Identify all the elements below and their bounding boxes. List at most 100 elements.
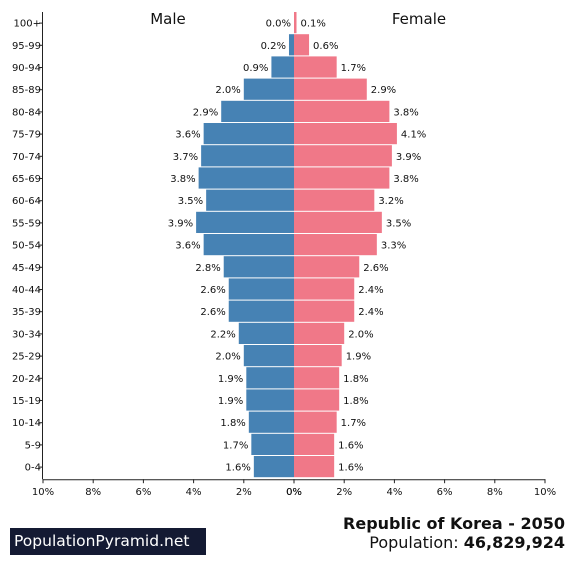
female-value-label: 3.5% — [386, 218, 411, 229]
male-bar — [271, 56, 294, 78]
female-bar — [294, 12, 297, 34]
age-group-label: 35-39 — [12, 307, 41, 318]
age-group-label: 5-9 — [25, 440, 41, 451]
age-group-label: 30-34 — [12, 329, 41, 340]
male-value-label: 1.8% — [220, 418, 245, 429]
x-tick-label-male: 4% — [186, 487, 202, 498]
male-value-label: 3.5% — [178, 196, 203, 207]
female-value-label: 1.8% — [343, 374, 368, 385]
age-group-label: 50-54 — [12, 241, 41, 252]
female-value-label: 1.8% — [343, 396, 368, 407]
female-value-label: 2.9% — [371, 85, 396, 96]
male-bar — [248, 411, 294, 433]
female-bar — [294, 389, 340, 411]
male-value-label: 0.2% — [261, 41, 286, 52]
female-value-label: 1.7% — [341, 418, 366, 429]
age-group-label: 60-64 — [12, 196, 41, 207]
age-group-label: 95-99 — [12, 41, 41, 52]
female-bar — [294, 278, 355, 300]
male-bar — [288, 34, 294, 56]
male-value-label: 2.6% — [200, 307, 225, 318]
age-group-label: 90-94 — [12, 63, 41, 74]
age-group-label: 15-19 — [12, 396, 41, 407]
male-bar — [198, 167, 294, 189]
male-value-label: 2.0% — [215, 85, 240, 96]
female-bar — [294, 345, 342, 367]
female-bar — [294, 367, 340, 389]
male-value-label: 3.6% — [175, 241, 200, 252]
male-value-label: 2.8% — [195, 263, 220, 274]
x-tick-label-male: 0% — [286, 487, 302, 498]
female-value-label: 0.6% — [313, 41, 338, 52]
female-value-label: 0.1% — [301, 19, 326, 30]
female-bar — [294, 234, 377, 256]
male-value-label: 1.7% — [223, 440, 248, 451]
female-value-label: 2.4% — [358, 307, 383, 318]
age-group-label: 25-29 — [12, 352, 41, 363]
female-bar — [294, 300, 355, 322]
female-value-label: 1.6% — [338, 463, 363, 474]
brand-name: PopulationPyramid.net — [14, 532, 190, 550]
age-group-label: 20-24 — [12, 374, 41, 385]
male-value-label: 3.6% — [175, 130, 200, 141]
age-group-label: 0-4 — [25, 463, 41, 474]
male-side-title: Male — [150, 10, 186, 28]
male-bar — [196, 211, 294, 233]
population-label: Population: — [369, 533, 459, 552]
female-value-label: 2.4% — [358, 285, 383, 296]
male-bar — [228, 300, 294, 322]
age-group-label: 80-84 — [12, 107, 41, 118]
male-value-label: 0.9% — [243, 63, 268, 74]
male-value-label: 2.0% — [215, 352, 240, 363]
female-value-label: 1.9% — [346, 352, 371, 363]
x-tick-label-male: 2% — [236, 487, 252, 498]
male-bar — [201, 145, 294, 167]
chart-title: Republic of Korea - 2050 — [343, 514, 565, 533]
female-value-label: 3.8% — [393, 107, 418, 118]
male-bar — [223, 256, 294, 278]
male-bar — [253, 456, 294, 478]
population-value: 46,829,924 — [463, 533, 565, 552]
x-tick-label-female: 2% — [336, 487, 352, 498]
female-bar — [294, 211, 382, 233]
female-value-label: 3.9% — [396, 152, 421, 163]
male-value-label: 1.6% — [225, 463, 250, 474]
age-group-label: 45-49 — [12, 263, 41, 274]
female-bar — [294, 56, 337, 78]
pyramid-chart: 100+ 0.0% 0.1% 95-99 0.2% 0.6% 90-94 0.9% 1.7% 85… — [12, 10, 556, 498]
female-value-label: 3.8% — [393, 174, 418, 185]
male-bar — [243, 345, 294, 367]
population-total: Population: 46,829,924 — [369, 533, 565, 552]
male-bar — [246, 389, 294, 411]
female-value-label: 1.6% — [338, 440, 363, 451]
female-value-label: 3.3% — [381, 241, 406, 252]
female-bar — [294, 145, 392, 167]
male-bar — [203, 234, 294, 256]
x-tick-label-female: 4% — [386, 487, 402, 498]
male-value-label: 2.2% — [210, 329, 235, 340]
age-group-label: 55-59 — [12, 218, 41, 229]
male-bar — [228, 278, 294, 300]
age-group-label: 70-74 — [12, 152, 41, 163]
female-bar — [294, 433, 335, 455]
female-bar — [294, 34, 310, 56]
male-bar — [221, 100, 294, 122]
brand-logo[interactable]: PopulationPyramid.net — [10, 528, 206, 555]
female-bar — [294, 411, 337, 433]
male-bar — [238, 322, 294, 344]
female-bar — [294, 456, 335, 478]
female-bar — [294, 322, 345, 344]
age-group-label: 10-14 — [12, 418, 41, 429]
male-value-label: 0.0% — [266, 19, 291, 30]
female-value-label: 1.7% — [341, 63, 366, 74]
age-group-label: 75-79 — [12, 130, 41, 141]
male-value-label: 1.9% — [218, 374, 243, 385]
male-value-label: 2.9% — [193, 107, 218, 118]
female-value-label: 2.6% — [363, 263, 388, 274]
male-value-label: 3.8% — [170, 174, 195, 185]
male-bar — [203, 123, 294, 145]
female-value-label: 3.2% — [378, 196, 403, 207]
male-value-label: 2.6% — [200, 285, 225, 296]
male-value-label: 1.9% — [218, 396, 243, 407]
